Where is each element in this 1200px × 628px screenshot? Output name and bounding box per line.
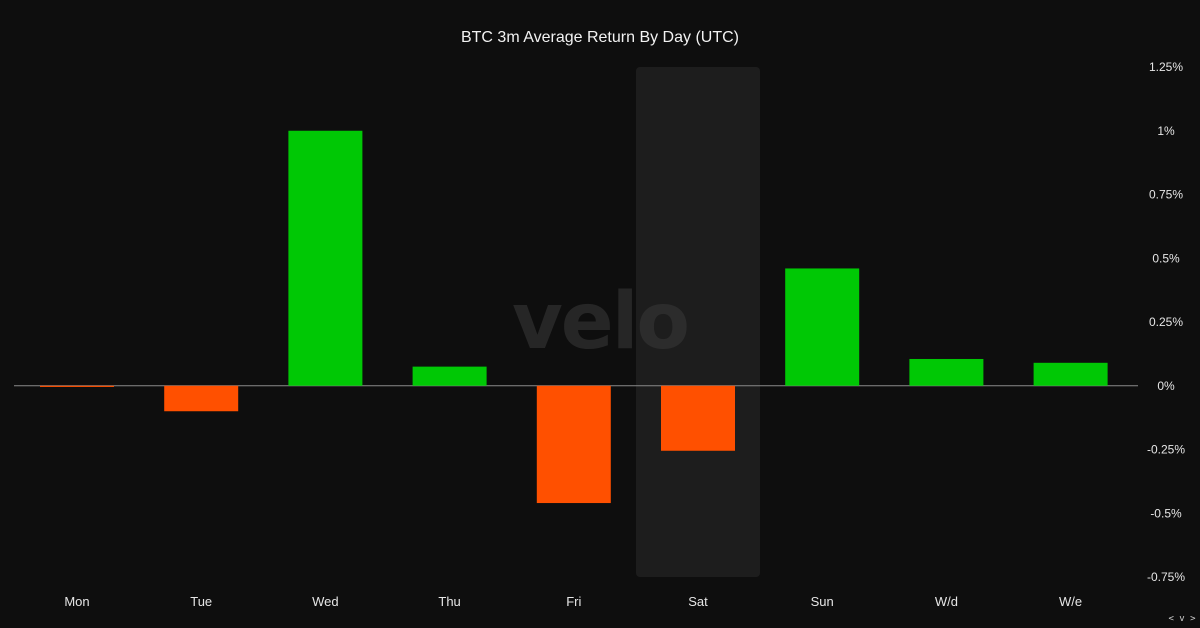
y-axis: 1.25% 1% 0.75% 0.5% 0.25% 0% -0.25% -0.5% -0.75% <box>1147 60 1185 584</box>
y-tick-label: 0% <box>1157 379 1175 393</box>
bar-sun[interactable] <box>785 268 860 386</box>
bar-w-e[interactable] <box>1033 362 1108 386</box>
chart-title: BTC 3m Average Return By Day (UTC) <box>461 29 739 46</box>
x-axis: Mon Tue Wed Thu Fri Sat Sun W/d W/e <box>64 594 1082 609</box>
y-tick-label: -0.75% <box>1147 570 1185 584</box>
x-tick-label: Thu <box>438 594 460 609</box>
y-tick-label: -0.25% <box>1147 443 1185 457</box>
bar-sat[interactable] <box>661 385 735 451</box>
velo-watermark: velo <box>512 277 688 367</box>
x-tick-label: W/d <box>935 594 958 609</box>
x-tick-label: W/e <box>1059 594 1082 609</box>
x-tick-label: Tue <box>190 594 212 609</box>
y-tick-label: -0.5% <box>1150 506 1182 520</box>
x-tick-label: Fri <box>566 594 581 609</box>
y-tick-label: 1% <box>1157 124 1175 138</box>
bar-mon[interactable] <box>40 385 114 387</box>
y-tick-label: 0.75% <box>1149 188 1183 202</box>
bar-wed[interactable] <box>288 130 363 386</box>
x-tick-label: Sat <box>688 594 708 609</box>
bar-w-d[interactable] <box>909 358 984 386</box>
bars-layer <box>40 130 1108 504</box>
y-tick-label: 0.25% <box>1149 315 1183 329</box>
x-tick-label: Sun <box>811 594 834 609</box>
x-tick-label: Wed <box>312 594 339 609</box>
bar-thu[interactable] <box>412 366 487 386</box>
y-tick-label: 1.25% <box>1149 60 1183 74</box>
bar-fri[interactable] <box>536 385 611 504</box>
bar-tue[interactable] <box>164 385 239 412</box>
y-tick-label: 0.5% <box>1152 251 1180 265</box>
scroll-hint[interactable]: < v > <box>1168 614 1196 624</box>
x-tick-label: Mon <box>64 594 89 609</box>
